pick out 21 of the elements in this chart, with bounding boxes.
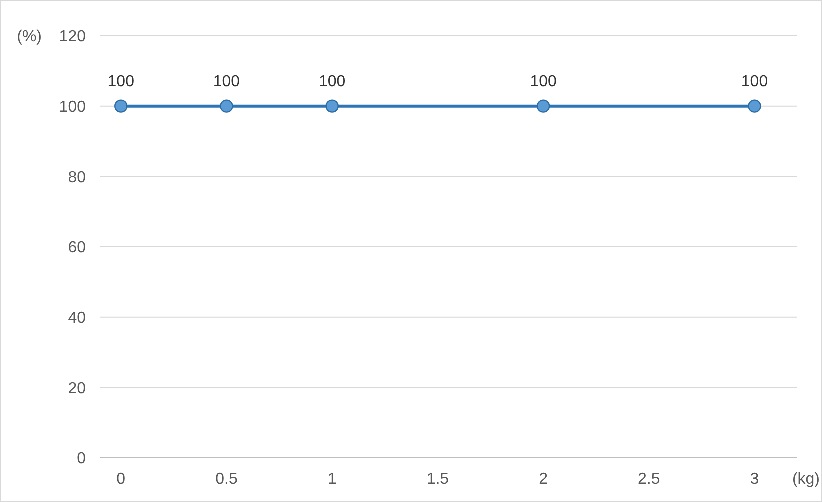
x-tick-label: 3 <box>750 471 760 488</box>
data-label: 100 <box>108 73 135 90</box>
x-tick-label: 1 <box>328 471 337 488</box>
data-label: 100 <box>213 73 240 90</box>
x-tick-label: 0.5 <box>216 471 238 488</box>
y-tick-label: 100 <box>59 98 86 116</box>
y-tick-label: 0 <box>77 450 86 468</box>
x-axis-title: (kg) <box>792 471 820 488</box>
x-tick-label: 2.5 <box>638 471 660 488</box>
x-tick-label: 0 <box>116 471 126 488</box>
y-tick-label: 80 <box>68 169 86 186</box>
y-tick-label: 40 <box>68 310 86 327</box>
data-label: 100 <box>530 73 557 90</box>
y-tick-label: 60 <box>68 240 86 257</box>
data-label: 100 <box>741 73 768 90</box>
data-label: 100 <box>318 73 346 90</box>
x-tick-label: 2 <box>539 471 548 488</box>
y-axis-title: (%) <box>17 28 42 46</box>
x-tick-label: 1.5 <box>426 471 450 488</box>
y-tick-label: 120 <box>59 28 86 46</box>
y-tick-label: 20 <box>68 380 86 398</box>
